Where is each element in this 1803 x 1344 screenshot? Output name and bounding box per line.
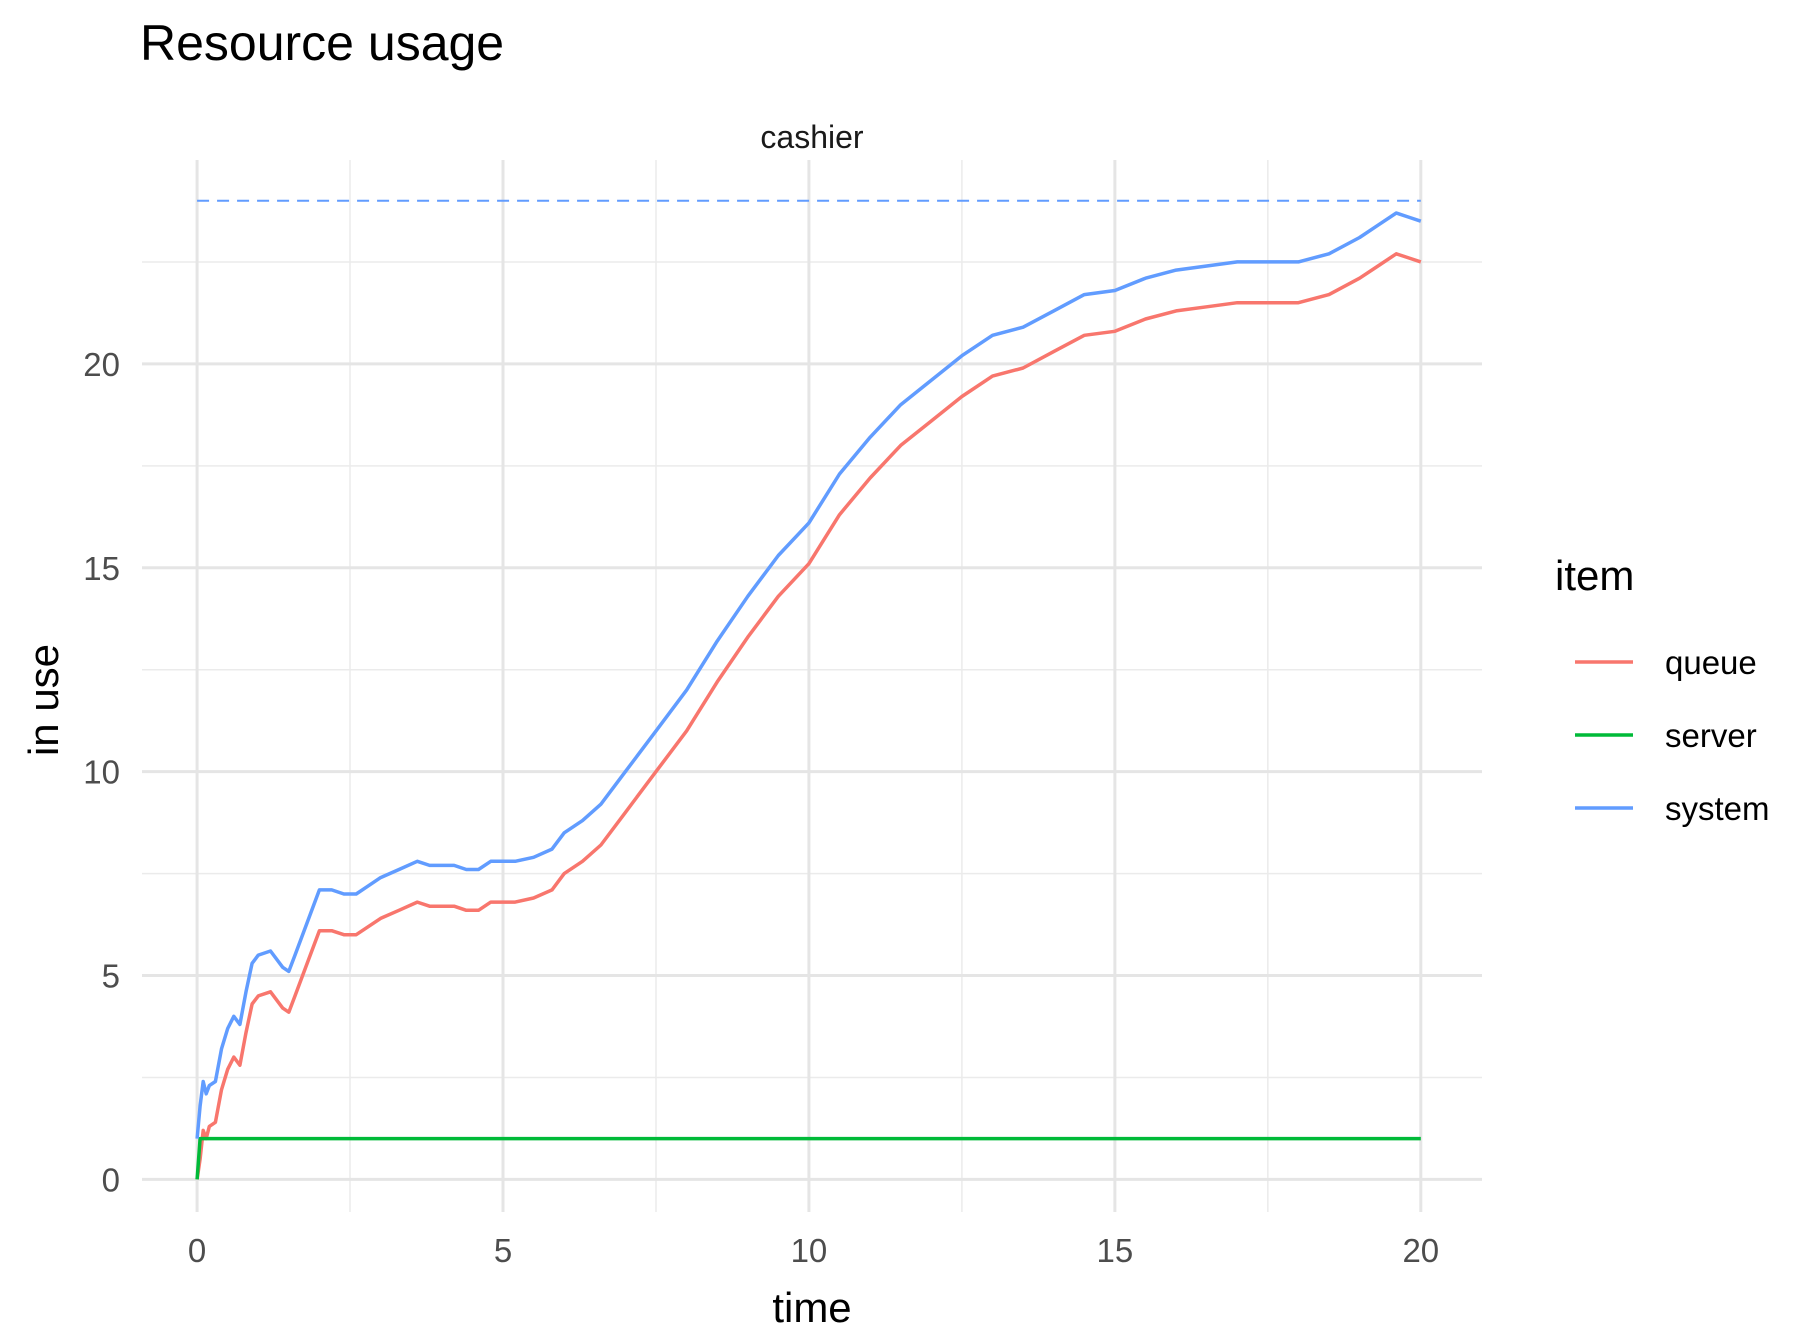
series-line-server — [195, 1136, 1421, 1180]
facet-label: cashier — [760, 119, 864, 155]
legend-label-server: server — [1665, 717, 1757, 754]
series-line-queue — [195, 252, 1422, 1180]
x-tick-label: 10 — [791, 1232, 828, 1269]
chart-title: Resource usage — [140, 15, 505, 71]
x-tick-labels: 0 5 10 15 20 — [188, 1232, 1439, 1269]
x-tick-label: 0 — [188, 1232, 206, 1269]
x-axis-label: time — [772, 1284, 851, 1331]
y-tick-labels: 0 5 10 15 20 — [83, 346, 120, 1199]
series-lines — [195, 211, 1422, 1180]
y-axis-label: in use — [20, 644, 67, 756]
x-tick-label: 15 — [1097, 1232, 1134, 1269]
y-tick-label: 20 — [83, 346, 120, 383]
y-tick-label: 10 — [83, 754, 120, 791]
legend-label-system: system — [1665, 790, 1770, 827]
x-tick-label: 5 — [494, 1232, 512, 1269]
legend: item queue server system — [1555, 552, 1770, 827]
x-tick-label: 20 — [1402, 1232, 1439, 1269]
grid-minor — [142, 160, 1482, 1212]
y-tick-label: 15 — [83, 550, 120, 587]
y-tick-label: 0 — [102, 1161, 120, 1198]
legend-label-queue: queue — [1665, 644, 1757, 681]
series-line-system — [195, 211, 1422, 1139]
y-tick-label: 5 — [102, 958, 120, 995]
legend-title: item — [1555, 552, 1634, 599]
grid-major — [142, 160, 1482, 1212]
